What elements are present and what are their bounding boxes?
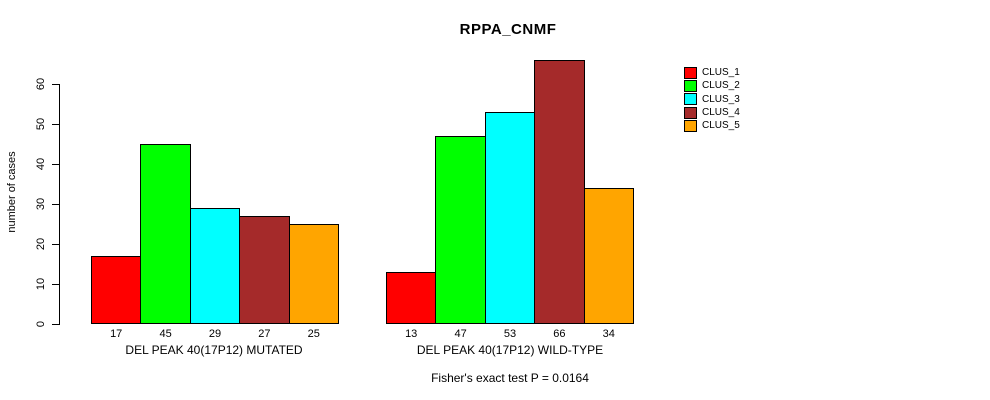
chart-legend: CLUS_1 CLUS_2 CLUS_3 CLUS_4 CLUS_5 bbox=[684, 66, 740, 132]
y-tick-mark-50 bbox=[52, 124, 60, 125]
y-tick-mark-20 bbox=[52, 244, 60, 245]
bar-clus_5-mutated bbox=[288, 224, 339, 324]
bar-clus_3-mutated bbox=[189, 208, 241, 324]
group-label-wild-type: DEL PEAK 40(17P12) WILD-TYPE bbox=[416, 343, 604, 357]
legend-item-clus_4: CLUS_4 bbox=[684, 106, 740, 119]
legend-item-clus_5: CLUS_5 bbox=[684, 119, 740, 132]
chart-title: RPPA_CNMF bbox=[459, 21, 557, 38]
bar-value-label-clus_2-wild-type: 47 bbox=[454, 328, 467, 340]
y-tick-label-50: 50 bbox=[35, 117, 47, 131]
bar-value-label-clus_5-wild-type: 34 bbox=[602, 328, 615, 340]
bar-value-label-clus_3-mutated: 29 bbox=[208, 328, 222, 340]
bar-clus_2-wild-type bbox=[435, 136, 486, 324]
legend-swatch-clus_4 bbox=[684, 106, 697, 119]
legend-swatch-clus_5 bbox=[684, 119, 697, 132]
y-tick-label-60: 60 bbox=[35, 77, 47, 91]
legend-label-clus_3: CLUS_3 bbox=[702, 93, 740, 105]
legend-label-clus_2: CLUS_2 bbox=[702, 80, 740, 92]
bar-clus_1-mutated bbox=[91, 256, 142, 324]
bar-clus_3-wild-type bbox=[484, 112, 536, 324]
legend-label-clus_4: CLUS_4 bbox=[702, 107, 740, 119]
bar-value-label-clus_4-wild-type: 66 bbox=[553, 328, 566, 340]
y-tick-label-30: 30 bbox=[35, 197, 47, 211]
bar-clus_5-wild-type bbox=[583, 188, 634, 324]
y-tick-mark-0 bbox=[52, 324, 60, 325]
bar-value-label-clus_2-mutated: 45 bbox=[159, 328, 172, 340]
bar-clus_4-mutated bbox=[239, 216, 290, 324]
bar-clus_2-mutated bbox=[140, 144, 191, 324]
legend-swatch-clus_3 bbox=[684, 93, 697, 106]
bar-clus_4-wild-type bbox=[534, 60, 585, 324]
y-tick-label-10: 10 bbox=[35, 277, 47, 291]
legend-label-clus_1: CLUS_1 bbox=[702, 67, 740, 79]
y-tick-label-20: 20 bbox=[35, 237, 47, 251]
y-tick-label-40: 40 bbox=[35, 157, 47, 171]
y-tick-label-0: 0 bbox=[35, 320, 47, 328]
group-label-mutated: DEL PEAK 40(17P12) MUTATED bbox=[125, 343, 303, 357]
legend-item-clus_1: CLUS_1 bbox=[684, 66, 740, 79]
legend-item-clus_3: CLUS_3 bbox=[684, 93, 740, 106]
y-tick-mark-60 bbox=[52, 84, 60, 85]
legend-swatch-clus_2 bbox=[684, 79, 697, 92]
y-tick-mark-10 bbox=[52, 284, 60, 285]
y-axis-label: number of cases bbox=[6, 151, 18, 233]
y-tick-mark-40 bbox=[52, 164, 60, 165]
fisher-test-annotation: Fisher's exact test P = 0.0164 bbox=[431, 371, 589, 385]
bar-clus_1-wild-type bbox=[386, 272, 437, 324]
legend-label-clus_5: CLUS_5 bbox=[702, 120, 740, 132]
bar-value-label-clus_4-mutated: 27 bbox=[258, 328, 271, 340]
y-tick-mark-30 bbox=[52, 204, 60, 205]
legend-item-clus_2: CLUS_2 bbox=[684, 79, 740, 92]
legend-swatch-clus_1 bbox=[684, 66, 697, 79]
bar-value-label-clus_1-wild-type: 13 bbox=[405, 328, 418, 340]
bar-value-label-clus_1-mutated: 17 bbox=[110, 328, 123, 340]
bar-value-label-clus_5-mutated: 25 bbox=[307, 328, 320, 340]
bar-value-label-clus_3-wild-type: 53 bbox=[503, 328, 517, 340]
